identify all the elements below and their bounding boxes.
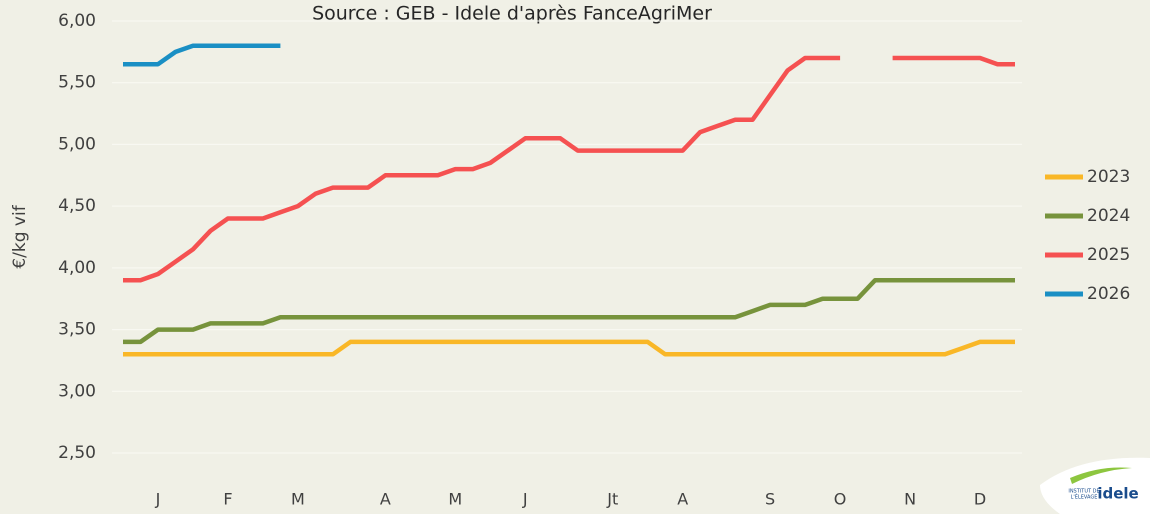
y-tick-label: 6,00 xyxy=(58,11,96,31)
logo-text: INSTITUT DE xyxy=(1068,489,1099,495)
x-tick-label: Jt xyxy=(606,490,618,509)
y-tick-label: 2,50 xyxy=(58,443,96,463)
y-tick-label: 4,00 xyxy=(58,258,96,278)
x-tick-label: J xyxy=(155,490,161,509)
y-tick-label: 5,50 xyxy=(58,73,96,93)
x-tick-label: D xyxy=(974,490,986,509)
logo-swoosh xyxy=(1070,467,1132,484)
y-axis-label: €/kg vif xyxy=(10,204,30,268)
logo-badge xyxy=(1040,457,1150,514)
series-line xyxy=(123,277,1015,345)
x-tick-label: O xyxy=(834,490,847,509)
legend-label: 2023 xyxy=(1087,167,1130,187)
y-tick-label: 3,00 xyxy=(58,381,96,401)
legend-label: 2024 xyxy=(1087,206,1130,226)
y-tick-label: 4,50 xyxy=(58,196,96,216)
x-tick-label: M xyxy=(291,490,305,509)
logo-text: L'ÉLEVAGE xyxy=(1071,493,1098,501)
x-tick-label: J xyxy=(522,490,528,509)
x-tick-label: A xyxy=(677,490,688,509)
logo: INSTITUT DE L'ÉLEVAGE idele xyxy=(1040,457,1150,514)
logo-brand: idele xyxy=(1097,485,1138,503)
x-tick-label: F xyxy=(223,490,232,509)
x-tick-label: A xyxy=(380,490,391,509)
series-line xyxy=(123,339,1015,357)
x-tick-label: M xyxy=(448,490,462,509)
legend-label: 2025 xyxy=(1087,245,1130,265)
series-line xyxy=(123,43,281,67)
y-tick-label: 5,00 xyxy=(58,134,96,154)
x-tick-label: N xyxy=(904,490,916,509)
x-tick-label: S xyxy=(765,490,775,509)
legend-label: 2026 xyxy=(1087,284,1130,304)
y-tick-label: 3,50 xyxy=(58,320,96,340)
chart-title: Source : GEB - Idele d'après FanceAgriMe… xyxy=(312,3,712,25)
series-line xyxy=(123,55,1015,283)
